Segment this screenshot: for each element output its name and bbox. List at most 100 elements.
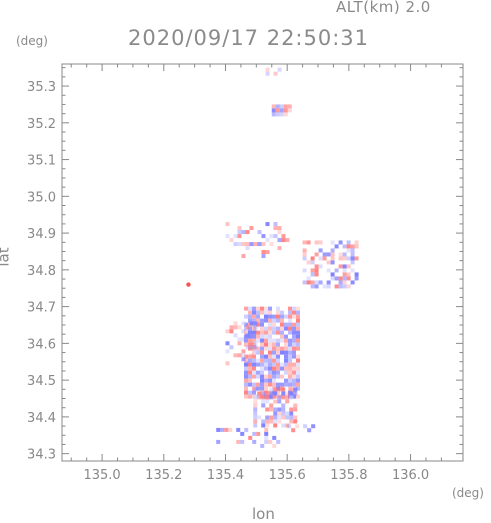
data-cell	[267, 374, 272, 379]
data-cell	[273, 415, 278, 420]
data-cell	[265, 415, 270, 420]
data-cell	[279, 374, 284, 379]
data-cell	[267, 334, 272, 339]
data-cell	[251, 390, 256, 395]
data-cell	[259, 318, 264, 323]
data-cell	[253, 242, 258, 247]
data-cell	[334, 244, 339, 249]
data-cell	[265, 407, 270, 412]
data-cell	[271, 326, 276, 331]
data-cell	[330, 256, 335, 261]
data-cell	[264, 439, 269, 444]
data-cell	[354, 276, 359, 281]
data-cell	[259, 330, 264, 335]
y-tick-label: 35.1	[27, 154, 56, 169]
data-cell	[285, 411, 290, 416]
data-cell	[303, 424, 308, 429]
data-cell	[259, 338, 264, 343]
data-cell	[289, 387, 294, 392]
data-cell	[259, 366, 264, 371]
data-cell	[287, 326, 292, 331]
data-cell	[277, 411, 282, 416]
data-cell	[243, 306, 248, 311]
data-cell	[310, 284, 315, 289]
data-cell	[255, 370, 260, 375]
data-cell	[279, 330, 284, 335]
data-cell	[253, 423, 258, 428]
data-cell	[225, 329, 230, 334]
data-cell	[350, 252, 355, 257]
data-cell	[255, 350, 260, 355]
data-cell	[251, 310, 256, 315]
data-cell	[247, 362, 252, 367]
data-cell	[245, 325, 250, 330]
data-cell	[257, 415, 262, 420]
data-cell	[259, 306, 264, 311]
data-cell	[295, 338, 300, 343]
data-cell	[267, 370, 272, 375]
data-cell	[251, 338, 256, 343]
data-cell	[257, 242, 262, 247]
data-cell	[287, 342, 292, 347]
data-cell	[281, 423, 286, 428]
data-cell	[263, 306, 268, 311]
data-cell	[293, 387, 298, 392]
data-cell	[263, 326, 268, 331]
data-cell	[247, 314, 252, 319]
data-cell	[285, 391, 290, 396]
data-cell	[283, 370, 288, 375]
y-tick-label: 34.9	[27, 227, 56, 242]
data-cell	[267, 350, 272, 355]
data-cell	[253, 407, 258, 412]
data-cell	[295, 378, 300, 383]
data-cell	[269, 234, 274, 239]
data-cell	[306, 280, 311, 285]
data-cell	[243, 382, 248, 387]
data-cell	[273, 419, 278, 424]
data-cell	[265, 395, 270, 400]
data-cell	[291, 322, 296, 327]
x-tick-label: 135.2	[145, 468, 182, 483]
data-cell	[237, 234, 242, 239]
data-cell	[283, 366, 288, 371]
data-cell	[267, 306, 272, 311]
data-cell	[295, 366, 300, 371]
data-cell	[275, 358, 280, 363]
data-cell	[275, 366, 280, 371]
data-cell	[273, 399, 278, 404]
data-cell	[243, 338, 248, 343]
data-cell	[233, 333, 238, 338]
data-cell	[252, 439, 257, 444]
data-cell	[249, 341, 254, 346]
data-cell	[279, 346, 284, 351]
data-cell	[271, 354, 276, 359]
data-cell	[342, 252, 347, 257]
data-cell	[273, 71, 278, 76]
data-cell	[287, 382, 292, 387]
data-cell	[267, 362, 272, 367]
data-cell	[267, 346, 272, 351]
data-cell	[287, 306, 292, 311]
data-cell	[346, 276, 351, 281]
data-cell	[251, 330, 256, 335]
data-cell	[233, 234, 238, 239]
data-cell	[263, 358, 268, 363]
data-cell	[269, 403, 274, 408]
data-cell	[237, 226, 242, 231]
data-cell	[261, 399, 266, 404]
data-cell	[249, 226, 254, 231]
data-cell	[287, 374, 292, 379]
data-cell	[265, 391, 270, 396]
data-cell	[253, 325, 258, 330]
data-cell	[247, 330, 252, 335]
data-cell	[330, 276, 335, 281]
data-cell	[259, 370, 264, 375]
data-cell	[283, 326, 288, 331]
data-cell	[314, 268, 319, 273]
data-cell	[253, 419, 258, 424]
data-cell	[225, 349, 230, 354]
data-cell	[279, 322, 284, 327]
data-cell	[271, 108, 276, 113]
data-cell	[273, 387, 278, 392]
data-cell	[263, 314, 268, 319]
